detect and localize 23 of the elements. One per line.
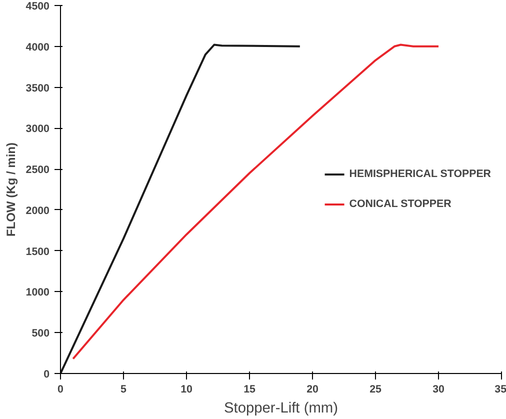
x-tick-label: 25	[370, 384, 382, 396]
x-tick-label: 35	[494, 384, 506, 396]
y-tick-label: 1000	[26, 286, 50, 299]
x-tick-label: 30	[432, 384, 444, 396]
legend-label: CONICAL STOPPER	[349, 198, 452, 210]
x-tick-label: 0	[58, 384, 64, 396]
y-axis-title: FLOW (Kg / min)	[4, 142, 18, 236]
y-tick-label: 2000	[26, 204, 50, 217]
y-tick-label: 3000	[26, 123, 50, 136]
y-tick-label: 2500	[26, 164, 50, 176]
legend-label: HEMISPHERICAL STOPPER	[349, 168, 491, 180]
x-tick-label: 20	[306, 384, 318, 396]
x-tick-label: 5	[120, 384, 127, 396]
y-tick-label: 500	[32, 328, 50, 340]
line-series	[60, 44, 301, 374]
x-axis-title: Stopper-Lift (mm)	[224, 400, 338, 416]
y-tick-label: 3500	[26, 82, 50, 94]
x-tick-label: 15	[244, 384, 256, 396]
y-tick-label: 1500	[26, 246, 50, 258]
y-tick-label: 4500	[26, 0, 50, 12]
y-tick-label: 0	[44, 368, 50, 380]
y-tick-label: 4000	[26, 41, 50, 54]
x-tick-label: 10	[180, 384, 192, 396]
